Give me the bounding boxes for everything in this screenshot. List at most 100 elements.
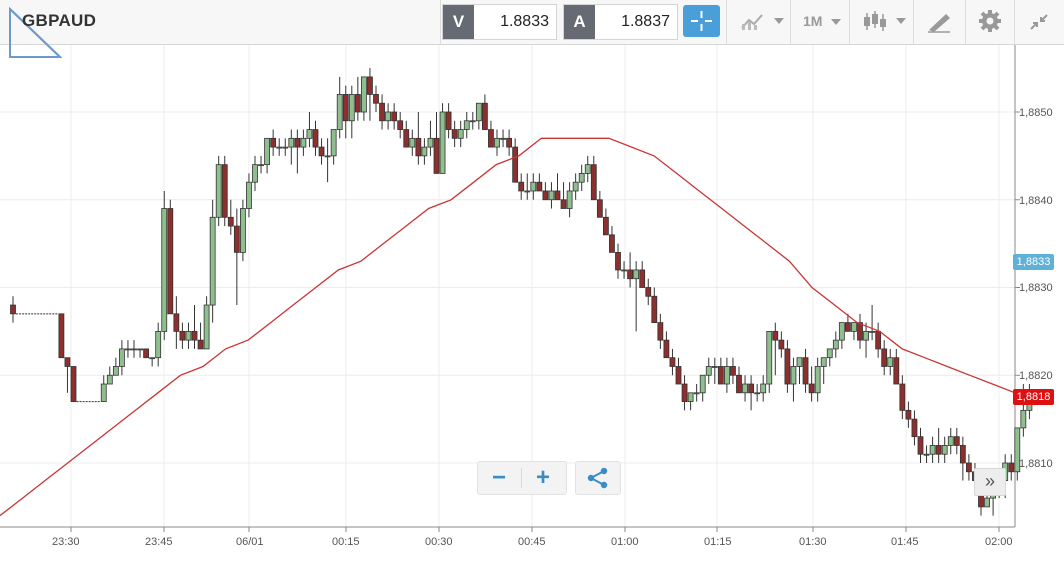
candle-down <box>560 199 567 209</box>
sell-price-tag: 1,8833 <box>1013 254 1054 270</box>
candle-down <box>227 216 234 227</box>
candle-down <box>379 102 385 122</box>
candle-down <box>953 436 960 446</box>
candle-up <box>621 269 627 272</box>
candle-up <box>360 76 367 113</box>
candle-up <box>820 357 827 367</box>
chevron-down-icon <box>831 19 842 26</box>
moving-average-line <box>0 137 1016 517</box>
candle-up <box>324 155 331 158</box>
candle-down <box>312 129 319 148</box>
sell-price: 1.8833 <box>500 13 549 30</box>
x-tick-label: 00:45 <box>518 536 546 548</box>
candle-up <box>106 374 113 385</box>
chart-type-line-button[interactable] <box>740 10 784 34</box>
moving-average-tag: 1,8818 <box>1013 389 1054 405</box>
candle-up <box>869 330 875 333</box>
zoom-out-button[interactable]: − <box>491 464 506 491</box>
candle-down <box>536 181 543 192</box>
y-tick-label: 1,8810 <box>1019 458 1053 470</box>
candle-up <box>457 129 464 139</box>
candle-up <box>161 208 168 332</box>
candle-down <box>403 129 410 148</box>
candle-up <box>203 304 210 350</box>
candle-down <box>639 269 646 288</box>
candle-down <box>657 322 664 341</box>
candle-up <box>687 392 694 402</box>
candle-down <box>893 357 900 385</box>
x-tick-label: 01:30 <box>799 536 827 548</box>
x-tick-label: 06/01 <box>236 536 264 548</box>
zoom-controls: − + <box>477 461 567 495</box>
candlestick-icon <box>864 11 886 31</box>
candle-down <box>143 348 150 359</box>
price-chart[interactable] <box>0 45 1064 561</box>
crosshair-icon <box>691 11 712 31</box>
candle-down <box>512 146 519 183</box>
sell-price-button[interactable]: V 1.8833 <box>442 4 557 40</box>
candle-down <box>675 366 682 385</box>
candle-down <box>730 366 736 376</box>
candle-up <box>947 436 954 446</box>
candle-up <box>276 146 283 149</box>
drawing-tools-button[interactable] <box>926 10 952 34</box>
candle-up <box>421 146 428 157</box>
candle-type-button[interactable] <box>862 10 906 34</box>
candle-up <box>754 392 761 395</box>
scroll-to-latest-button[interactable]: » <box>974 468 1006 496</box>
candle-down <box>784 348 791 385</box>
settings-button[interactable] <box>978 9 1002 33</box>
candle-up <box>125 348 131 351</box>
candle-down <box>173 313 180 332</box>
candle-down <box>373 94 379 104</box>
collapse-button[interactable] <box>1028 12 1050 36</box>
candle-down <box>233 225 240 253</box>
candle-down <box>1008 462 1015 473</box>
drawing-tools-icon <box>928 14 950 33</box>
candle-up <box>409 137 416 148</box>
chart-toolbar: GBPAUD V 1.8833 A 1.8837 1M <box>0 0 1064 58</box>
candle-down <box>669 357 676 367</box>
x-tick-label: 02:00 <box>985 536 1013 548</box>
candle-down <box>506 137 513 148</box>
candle-up <box>524 190 531 193</box>
candle-down <box>717 366 724 385</box>
candle-down <box>966 462 972 473</box>
candle-up <box>941 445 948 455</box>
candle-up <box>185 330 192 341</box>
candle-up <box>724 366 730 385</box>
candle-up <box>633 269 640 280</box>
candle-up <box>155 330 162 359</box>
candle-up <box>348 94 355 122</box>
candle-down <box>58 313 65 359</box>
candle-down <box>875 330 882 350</box>
candle-up <box>711 366 718 368</box>
candle-up <box>119 348 125 367</box>
candle-down <box>627 269 633 280</box>
candle-down <box>542 190 549 201</box>
candle-down <box>935 445 942 455</box>
candle-down <box>645 287 652 297</box>
candle-up <box>330 129 337 157</box>
candle-down <box>651 295 658 323</box>
candle-up <box>832 339 839 350</box>
candle-up <box>209 216 216 306</box>
gear-icon <box>979 10 1001 32</box>
candle-up <box>705 366 712 376</box>
crosshair-button[interactable] <box>683 5 720 37</box>
candle-up <box>572 181 579 192</box>
candle-down <box>917 436 924 455</box>
candle-up <box>300 137 307 148</box>
candle-down <box>221 164 228 218</box>
zoom-in-button[interactable]: + <box>535 464 550 491</box>
candle-down <box>681 383 688 402</box>
share-button[interactable] <box>575 461 621 495</box>
candle-down <box>445 111 452 130</box>
candle-up <box>264 137 271 166</box>
buy-price-button[interactable]: A 1.8837 <box>563 4 678 40</box>
sell-label: V <box>443 5 474 39</box>
candle-up <box>131 348 137 351</box>
y-tick-label: 1,8840 <box>1019 195 1053 207</box>
candle-down <box>342 94 349 122</box>
timeframe-select[interactable]: 1M <box>803 13 842 29</box>
